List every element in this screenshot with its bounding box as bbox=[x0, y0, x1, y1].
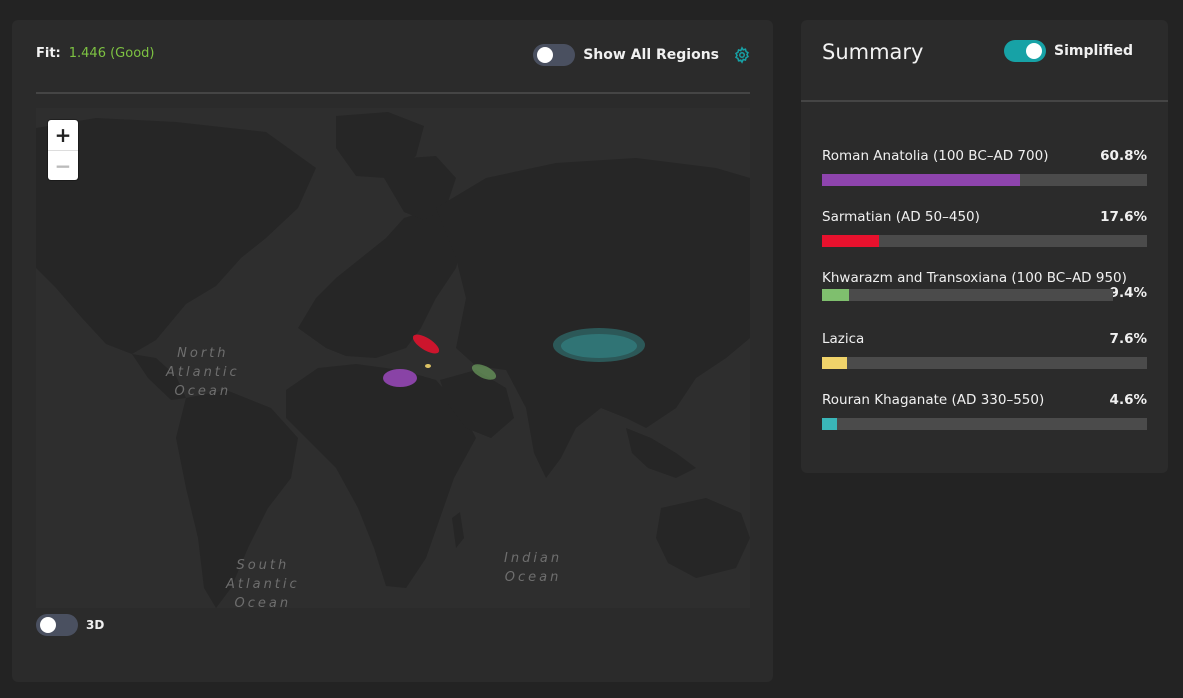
population-bar-fill bbox=[822, 174, 1020, 186]
summary-panel: Summary Simplified Roman Anatolia (100 B… bbox=[801, 20, 1168, 473]
simplified-control: Simplified bbox=[1004, 40, 1133, 62]
population-bar bbox=[822, 289, 1113, 301]
landmass-africa bbox=[286, 364, 476, 588]
population-bar bbox=[822, 418, 1147, 430]
3d-label: 3D bbox=[86, 618, 105, 632]
summary-title: Summary bbox=[822, 40, 924, 64]
gear-icon[interactable] bbox=[733, 46, 751, 64]
show-all-regions-control: Show All Regions bbox=[533, 44, 751, 66]
toggle-knob bbox=[40, 617, 56, 633]
region-lazica bbox=[425, 364, 431, 368]
population-name: Rouran Khaganate (AD 330–550) bbox=[822, 392, 1045, 408]
population-bar-fill bbox=[822, 289, 850, 301]
population-bar-fill bbox=[822, 418, 837, 430]
region-khwarazm bbox=[471, 364, 497, 380]
ocean-label-north-atlantic: North Atlantic Ocean bbox=[166, 346, 240, 399]
landmass-central-america bbox=[132, 354, 186, 400]
landmass-india bbox=[526, 408, 576, 478]
population-list: Roman Anatolia (100 BC–AD 700) 60.8% Sar… bbox=[822, 148, 1147, 453]
3d-toggle[interactable] bbox=[36, 614, 78, 636]
summary-divider bbox=[801, 100, 1168, 102]
header-divider bbox=[36, 92, 750, 94]
zoom-out-button[interactable]: − bbox=[48, 150, 78, 181]
population-bar bbox=[822, 174, 1147, 186]
landmass-asia bbox=[436, 158, 750, 428]
landmass-southeast-asia bbox=[626, 428, 696, 478]
population-item: Rouran Khaganate (AD 330–550) 4.6% bbox=[822, 392, 1147, 453]
population-percent: 17.6% bbox=[1100, 209, 1147, 225]
region-rouran-khaganate-core bbox=[561, 334, 637, 358]
landmass-arabia bbox=[440, 370, 514, 438]
landmass-australia bbox=[656, 498, 750, 578]
population-name: Roman Anatolia (100 BC–AD 700) bbox=[822, 148, 1049, 164]
fit-value: 1.446 (Good) bbox=[68, 46, 155, 61]
show-all-regions-toggle[interactable] bbox=[533, 44, 576, 66]
population-item: Roman Anatolia (100 BC–AD 700) 60.8% bbox=[822, 148, 1147, 209]
population-name: Khwarazm and Transoxiana (100 BC–AD 950) bbox=[822, 270, 1127, 286]
population-name: Sarmatian (AD 50–450) bbox=[822, 209, 980, 225]
landmass-greenland bbox=[336, 112, 424, 178]
show-all-regions-label: Show All Regions bbox=[583, 47, 719, 63]
landmass-madagascar bbox=[452, 512, 464, 548]
population-item: Lazica 7.6% bbox=[822, 331, 1147, 392]
region-rouran-khaganate bbox=[553, 328, 645, 362]
simplified-label: Simplified bbox=[1054, 43, 1133, 59]
landmass-europe bbox=[298, 208, 466, 358]
population-bar bbox=[822, 235, 1147, 247]
region-roman-anatolia bbox=[383, 369, 417, 387]
zoom-control: + − bbox=[48, 120, 78, 180]
toggle-knob bbox=[1026, 43, 1043, 59]
map-canvas bbox=[36, 112, 750, 608]
ocean-label-indian: Indian Ocean bbox=[504, 551, 563, 585]
ocean-label-south-atlantic: South Atlantic Ocean bbox=[226, 558, 300, 608]
population-percent: 9.4% bbox=[1109, 285, 1147, 301]
zoom-in-button[interactable]: + bbox=[54, 123, 72, 147]
population-item: Sarmatian (AD 50–450) 17.6% bbox=[822, 209, 1147, 270]
region-sarmatian bbox=[412, 334, 440, 354]
fit-indicator: Fit: 1.446 (Good) bbox=[36, 46, 154, 61]
population-percent: 60.8% bbox=[1100, 148, 1147, 164]
population-item: Khwarazm and Transoxiana (100 BC–AD 950)… bbox=[822, 270, 1147, 331]
population-percent: 7.6% bbox=[1109, 331, 1147, 347]
landmass-north-america bbox=[36, 118, 316, 354]
landmass-scandinavia bbox=[384, 156, 456, 220]
population-bar-fill bbox=[822, 357, 847, 369]
population-name: Lazica bbox=[822, 331, 865, 347]
population-bar-fill bbox=[822, 235, 880, 247]
toggle-knob bbox=[537, 47, 554, 63]
population-percent: 4.6% bbox=[1109, 392, 1147, 408]
3d-control: 3D bbox=[36, 614, 104, 636]
fit-label: Fit: bbox=[36, 46, 61, 61]
population-bar bbox=[822, 357, 1147, 369]
world-map[interactable]: North Atlantic Ocean South Atlantic Ocea… bbox=[36, 108, 750, 608]
map-panel: Fit: 1.446 (Good) Show All Regions bbox=[12, 20, 773, 682]
simplified-toggle[interactable] bbox=[1004, 40, 1047, 62]
landmass-south-america bbox=[176, 390, 298, 608]
